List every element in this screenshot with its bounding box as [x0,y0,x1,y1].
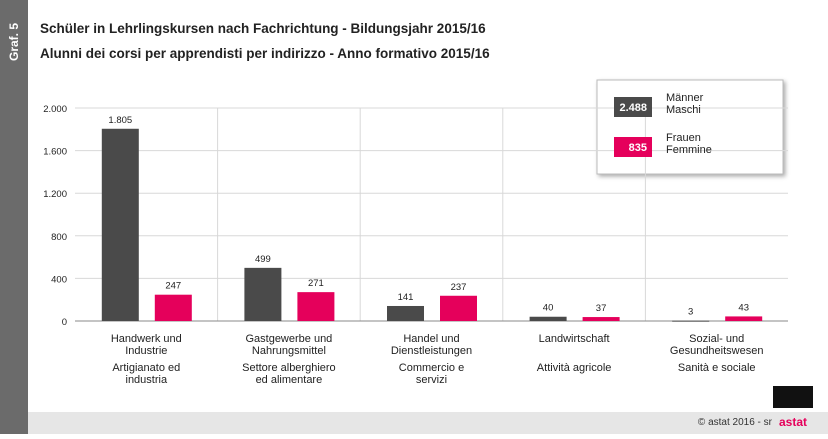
x-tick-label: Dienstleistungen [391,345,472,357]
value-label: 247 [165,281,181,292]
bar [582,317,620,321]
y-tick-label: 800 [51,232,67,243]
x-tick-label: Industrie [125,345,167,357]
x-tick-label: Gesundheitswesen [670,345,764,357]
x-tick-label-it: Commercio e [399,362,464,374]
footer: © astat 2016 - sr [698,417,773,428]
x-tick-label-it: servizi [416,374,447,386]
y-tick-label: 1.600 [43,147,67,158]
value-label: 37 [596,303,607,314]
legend-total: 2.488 [619,102,647,114]
chart-title: Schüler in Lehrlingskursen nach Fachrich… [40,21,486,36]
x-tick-label: Handwerk und [111,333,182,345]
x-tick-label-it: industria [126,374,168,386]
bar [244,267,282,321]
logo-mark [773,386,813,408]
y-tick-label: 0 [62,317,67,328]
side-stripe [0,0,28,434]
y-tick-label: 1.200 [43,189,67,200]
value-label: 3 [688,307,693,318]
legend-swatch [614,97,652,117]
chart-subtitle: Alunni dei corsi per apprendisti per ind… [40,46,490,61]
x-tick-label-it: ed alimentare [256,374,323,386]
x-tick-label: Sozial- und [689,333,744,345]
x-tick-label: Landwirtschaft [539,333,610,345]
bar [725,316,763,321]
value-label: 40 [543,303,554,314]
bar [440,295,477,321]
value-label: 237 [451,282,467,293]
x-tick-label-it: Artigianato ed [112,362,180,374]
legend-name: Frauen [666,132,701,144]
legend-total: 835 [629,142,647,154]
legend-name-it: Maschi [666,104,701,116]
bar [101,128,139,321]
x-tick-label: Gastgewerbe und [245,333,332,345]
value-label: 1.805 [108,115,132,126]
value-label: 43 [738,302,749,313]
x-tick-label-it: Attività agricole [537,362,612,374]
logo: astat [779,415,807,429]
value-label: 499 [255,254,271,265]
value-label: 141 [398,292,414,303]
bar [387,305,424,321]
bar [297,292,335,321]
value-label: 271 [308,278,324,289]
x-tick-label: Handel und [403,333,459,345]
legend-name-it: Femmine [666,144,712,156]
x-tick-label-it: Settore alberghiero [242,362,336,374]
bar [529,316,567,321]
y-tick-label: 400 [51,274,67,285]
legend-box [596,79,784,175]
bar [154,294,192,321]
legend-swatch [614,137,652,157]
side-label: Graf. 5 [7,23,21,61]
bar [672,320,710,322]
x-tick-label: Nahrungsmittel [252,345,326,357]
y-tick-label: 2.000 [43,104,67,115]
footer-band [28,412,828,434]
legend-name: Männer [666,92,704,104]
x-tick-label-it: Sanità e sociale [678,362,756,374]
